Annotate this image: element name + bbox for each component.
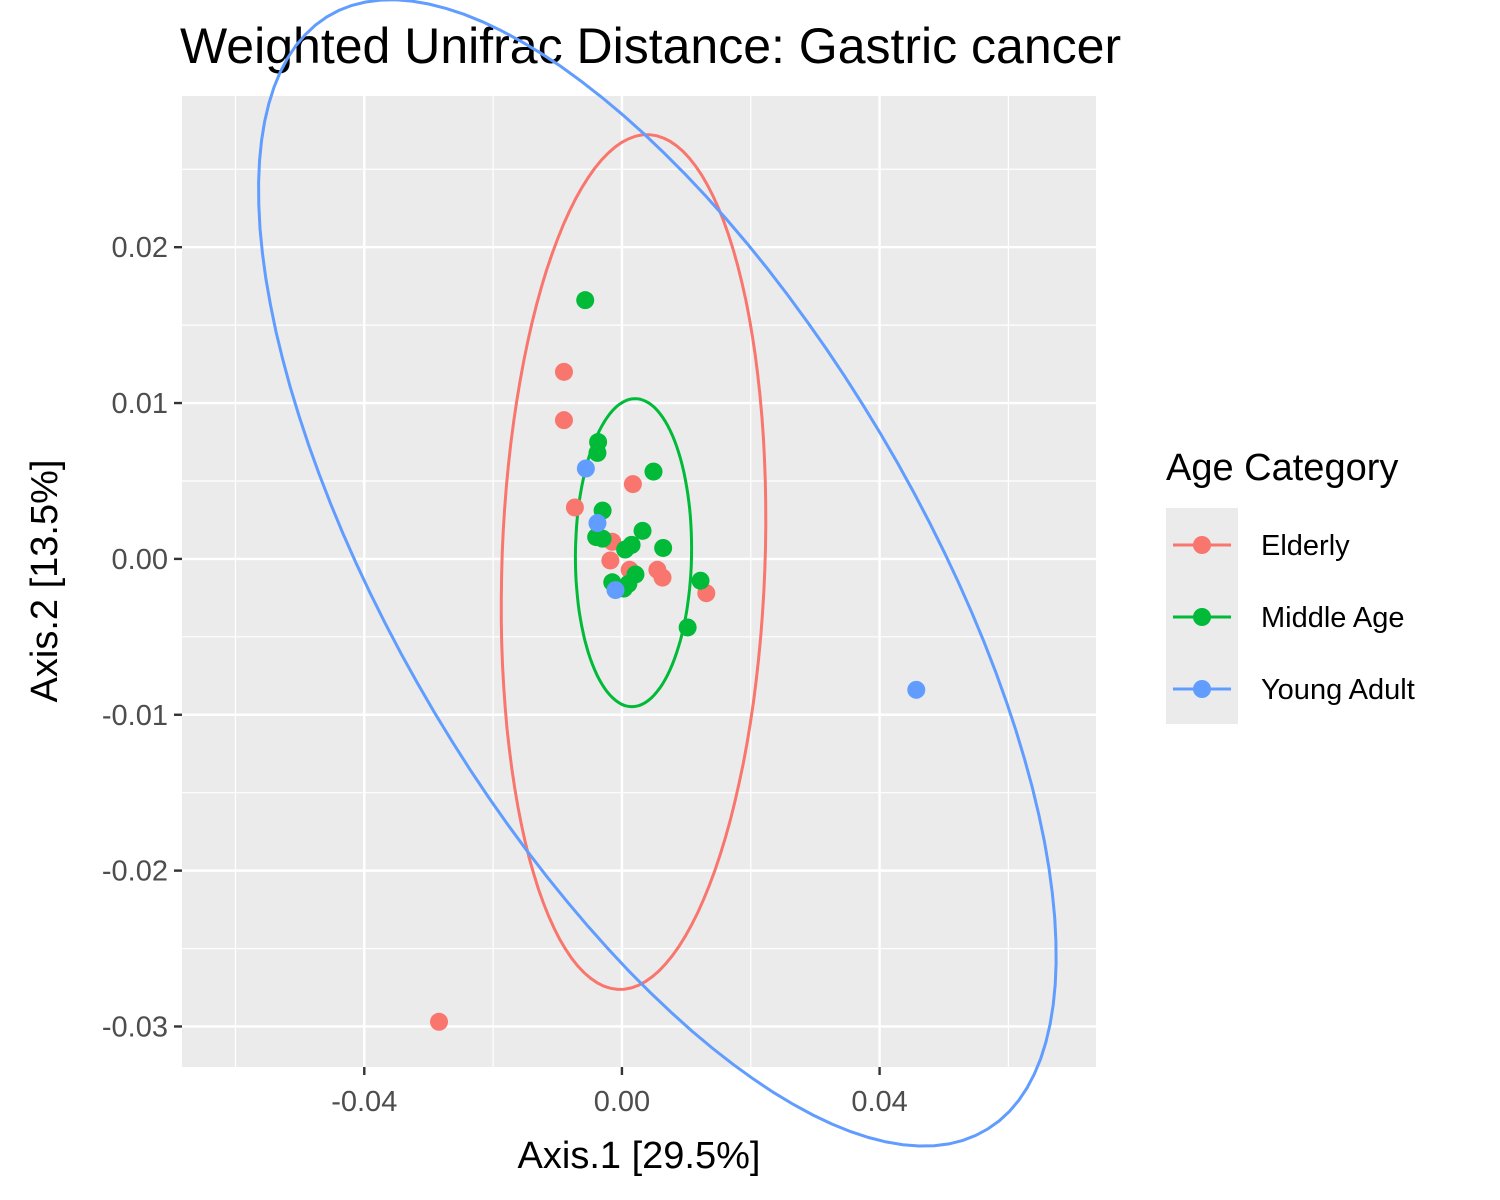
point-middle-age <box>691 571 710 590</box>
point-young-adult <box>576 459 595 478</box>
point-middle-age <box>678 618 697 637</box>
y-tick-label: -0.02 <box>102 856 168 888</box>
legend-label: Middle Age <box>1261 602 1405 634</box>
point-middle-age <box>654 538 673 557</box>
y-tick-label: -0.03 <box>102 1011 168 1043</box>
point-elderly <box>601 551 620 570</box>
point-young-adult <box>588 514 607 533</box>
point-middle-age <box>644 462 663 481</box>
point-middle-age <box>633 521 652 540</box>
point-elderly <box>653 568 672 587</box>
legend-label: Young Adult <box>1261 674 1415 706</box>
ellipse-young-adult <box>257 0 1058 1148</box>
point-elderly <box>623 475 642 494</box>
point-elderly <box>430 1012 449 1031</box>
x-tick-label: 0.00 <box>594 1086 650 1118</box>
chart-title: Weighted Unifrac Distance: Gastric cance… <box>180 18 1121 74</box>
legend-key-point <box>1193 536 1211 554</box>
legend-items: Elderly Middle Age Young Adult <box>1173 530 1415 706</box>
x-tick-label: 0.04 <box>851 1086 907 1118</box>
legend-title: Age Category <box>1166 447 1398 489</box>
point-middle-age <box>588 443 607 462</box>
y-axis: -0.03 -0.02 -0.01 0.00 0.01 0.02 <box>102 232 182 1043</box>
point-young-adult <box>907 680 926 699</box>
legend-item-middle-age: Middle Age <box>1173 602 1405 634</box>
legend-item-elderly: Elderly <box>1173 530 1350 562</box>
legend-item-young-adult: Young Adult <box>1173 674 1415 706</box>
legend-key-point <box>1193 680 1211 698</box>
point-elderly <box>554 362 573 381</box>
y-tick-label: -0.01 <box>102 700 168 732</box>
y-axis-title: Axis.2 [13.5%] <box>24 460 66 703</box>
point-elderly <box>565 498 584 517</box>
point-middle-age <box>616 540 635 559</box>
ellipse-elderly <box>499 133 768 991</box>
data-points <box>430 291 926 1031</box>
y-tick-label: 0.00 <box>112 544 168 576</box>
minor-gridlines <box>182 96 1096 1067</box>
point-elderly <box>554 411 573 430</box>
point-middle-age <box>593 529 612 548</box>
x-axis: -0.04 0.00 0.04 <box>331 1067 908 1118</box>
x-axis-title: Axis.1 [29.5%] <box>518 1135 761 1177</box>
ellipse-middle-age <box>573 397 694 709</box>
x-tick-label: -0.04 <box>331 1086 397 1118</box>
point-middle-age <box>576 291 595 310</box>
legend-key-point <box>1193 608 1211 626</box>
legend: Age Category Elderly Middle Age Young Adul… <box>1166 447 1415 724</box>
point-young-adult <box>606 581 625 600</box>
y-tick-label: 0.01 <box>112 388 168 420</box>
confidence-ellipses <box>257 0 1058 1148</box>
legend-label: Elderly <box>1261 530 1350 562</box>
y-tick-label: 0.02 <box>112 232 168 264</box>
